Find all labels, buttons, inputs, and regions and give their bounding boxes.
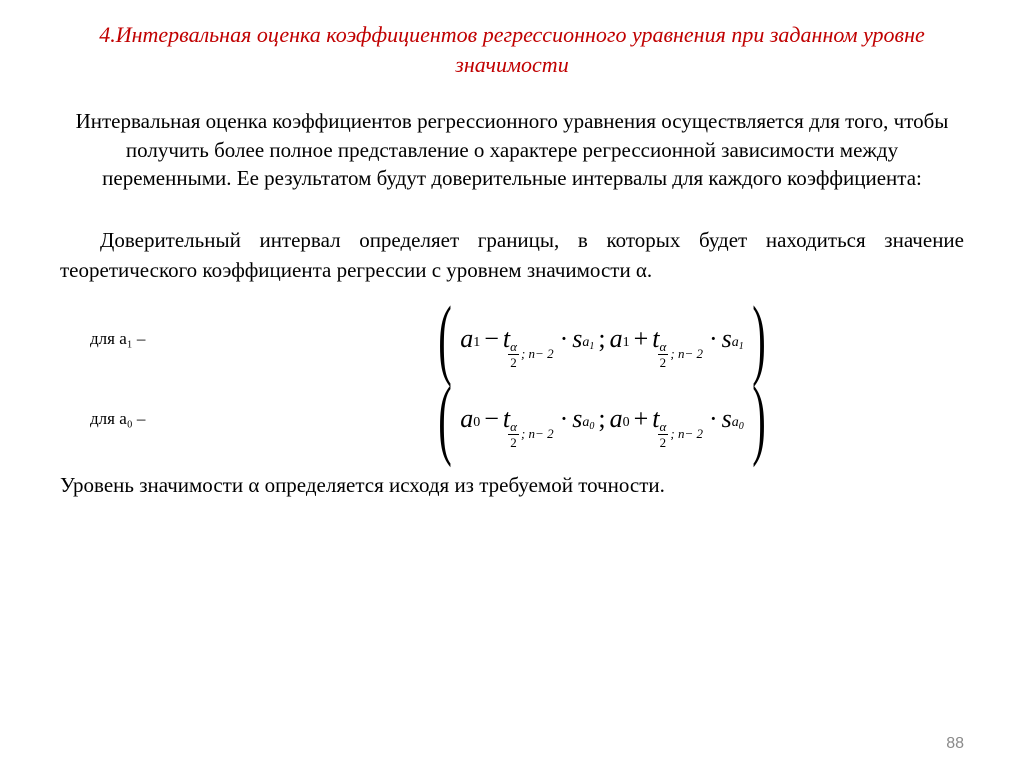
right-paren-icon: ) xyxy=(752,303,765,375)
formula-a1: ( a1 − tα2; n− 2 · sa1 ; a1 + tα2; n− 2 … xyxy=(240,303,964,375)
right-paren-icon: ) xyxy=(752,383,765,455)
page-number: 88 xyxy=(946,735,964,753)
formula-a0-label: для a₀ – xyxy=(60,409,240,429)
left-paren-icon: ( xyxy=(438,383,451,455)
definition-paragraph: Доверительный интервал определяет границ… xyxy=(60,226,964,285)
closing-paragraph: Уровень значимости α определяется исходя… xyxy=(60,473,964,498)
formula-a1-row: для a₁ – ( a1 − tα2; n− 2 · sa1 ; a1 + t… xyxy=(60,303,964,375)
section-title: 4.Интервальная оценка коэффициентов регр… xyxy=(60,20,964,79)
formula-a0: ( a0 − tα2; n− 2 · sa0 ; a0 + tα2; n− 2 … xyxy=(240,383,964,455)
intro-paragraph: Интервальная оценка коэффициентов регрес… xyxy=(60,107,964,192)
formula-a0-row: для a₀ – ( a0 − tα2; n− 2 · sa0 ; a0 + t… xyxy=(60,383,964,455)
left-paren-icon: ( xyxy=(438,303,451,375)
formula-a1-label: для a₁ – xyxy=(60,329,240,349)
